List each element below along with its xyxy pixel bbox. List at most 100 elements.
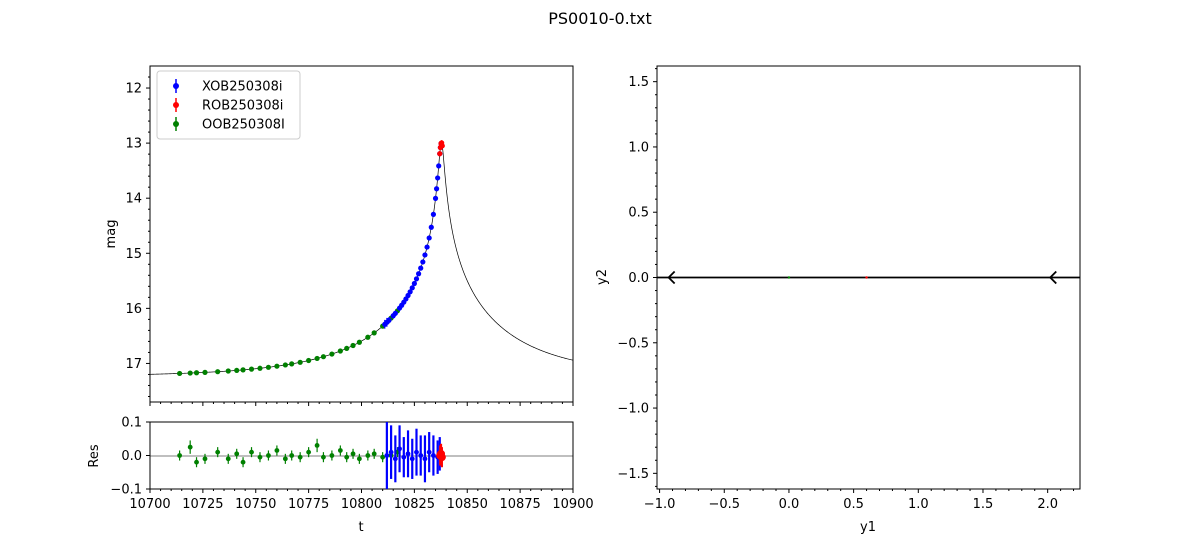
residual-point xyxy=(297,454,303,460)
light-curve-ytick-label: 16 xyxy=(125,302,142,317)
residual-point xyxy=(215,449,221,455)
source-plane-ytick-label: 1.0 xyxy=(628,140,649,155)
light-curve-ytick-label: 15 xyxy=(125,247,142,262)
data-point xyxy=(413,276,420,282)
residual-ytick-label: 0.0 xyxy=(121,449,142,464)
residual-point xyxy=(371,451,377,457)
data-point xyxy=(433,186,440,192)
residual-point xyxy=(422,456,428,462)
data-point xyxy=(234,367,240,374)
residual-point xyxy=(329,453,335,458)
source-plane-ticks: 1.5 1.0 0.5 0.0 −0.5 −1.0 −1.5 −1.0 −0.5 0.0 0.5 1.… xyxy=(617,68,1075,512)
residual-point xyxy=(431,453,436,458)
legend: XOB250308i ROB250308i OOB250308I xyxy=(156,70,301,140)
data-point xyxy=(337,348,343,354)
residual-point xyxy=(314,443,320,448)
residual-xtick-label: 10875 xyxy=(499,497,540,512)
trajectory-arrow xyxy=(1048,270,1057,285)
residual-ytick-label: −0.1 xyxy=(110,483,142,498)
residual-point xyxy=(257,454,263,460)
residual-ytick-label: 0.1 xyxy=(121,416,142,431)
source-plane-ytick-label: 0.0 xyxy=(628,271,649,286)
legend-marker xyxy=(173,83,179,89)
data-point xyxy=(177,370,183,377)
data-point xyxy=(215,369,221,375)
residual-ylabel: Res xyxy=(87,444,102,467)
data-point xyxy=(202,369,208,375)
data-point xyxy=(289,361,295,367)
residual-point xyxy=(289,453,295,458)
residual-point xyxy=(397,446,402,452)
residual-point xyxy=(426,449,432,455)
residual-point xyxy=(392,456,398,462)
residual-point xyxy=(225,456,231,462)
source-plane-ytick-label: −1.5 xyxy=(617,467,649,482)
residual-point xyxy=(337,448,343,453)
light-curve-panel: 12 13 14 15 16 17 mag XOB250308i ROB250308i OOB… xyxy=(104,65,574,406)
data-point xyxy=(365,334,371,340)
source-plane-xtick-label: 0.5 xyxy=(843,497,864,512)
source-plane-xtick-label: 1.0 xyxy=(908,497,929,512)
residual-point xyxy=(194,459,199,465)
data-point xyxy=(422,252,428,258)
residual-point xyxy=(437,453,446,462)
data-point xyxy=(187,370,193,376)
source-plane-ytick-label: −0.5 xyxy=(617,336,649,351)
data-point xyxy=(344,345,350,352)
data-point xyxy=(430,211,437,217)
data-point xyxy=(274,363,280,369)
residual-point xyxy=(350,451,356,457)
data-point xyxy=(416,271,422,277)
residual-point xyxy=(405,451,411,457)
legend-label: ROB250308i xyxy=(202,99,283,114)
data-point xyxy=(248,366,255,372)
residual-point xyxy=(249,449,254,455)
residual-point xyxy=(282,456,288,462)
residual-point xyxy=(388,449,394,455)
residual-point xyxy=(240,459,246,465)
residual-xtick-label: 10750 xyxy=(235,497,276,512)
light-curve-ytick-label: 14 xyxy=(125,192,142,207)
data-point xyxy=(428,224,434,230)
residual-point xyxy=(384,453,390,458)
source-plane-xlabel: y1 xyxy=(860,520,876,535)
residual-point xyxy=(177,453,183,458)
light-curve-ylabel: mag xyxy=(104,220,119,249)
data-point xyxy=(426,235,432,241)
residual-point xyxy=(187,444,193,450)
data-point xyxy=(356,339,362,345)
residual-point xyxy=(401,454,407,460)
residual-xtick-label: 10775 xyxy=(288,497,329,512)
model-curve xyxy=(149,141,574,375)
source-plane-ylabel: y2 xyxy=(595,269,610,285)
residual-point xyxy=(234,451,240,457)
residual-point xyxy=(380,454,386,460)
data-point xyxy=(320,354,327,360)
residual-point xyxy=(356,456,362,462)
residual-point xyxy=(202,456,208,462)
legend-label: OOB250308I xyxy=(202,118,285,133)
data-point xyxy=(420,259,426,265)
source-plane-xtick-label: 1.5 xyxy=(973,497,994,512)
source-plane-xtick-label: 0.0 xyxy=(779,497,800,512)
source-plane-ytick-label: 0.5 xyxy=(628,206,649,221)
residual-point xyxy=(344,454,350,460)
light-curve-ytick-label: 13 xyxy=(125,137,142,152)
light-curve-points xyxy=(177,140,445,377)
data-point xyxy=(193,370,200,376)
residual-xtick-label: 10900 xyxy=(552,497,593,512)
data-point xyxy=(257,365,263,371)
source-trajectory xyxy=(657,270,1080,285)
residual-xtick-label: 10725 xyxy=(182,497,223,512)
data-point xyxy=(418,265,424,271)
source-plane-panel: 1.5 1.0 0.5 0.0 −0.5 −1.0 −1.5 −1.0 −0.5 0.0 0.5 1.… xyxy=(595,65,1081,535)
legend-marker xyxy=(173,102,179,108)
data-point xyxy=(436,163,442,169)
legend-box xyxy=(156,70,301,140)
data-point xyxy=(392,310,398,316)
data-point xyxy=(306,357,312,364)
residual-point xyxy=(321,454,326,460)
